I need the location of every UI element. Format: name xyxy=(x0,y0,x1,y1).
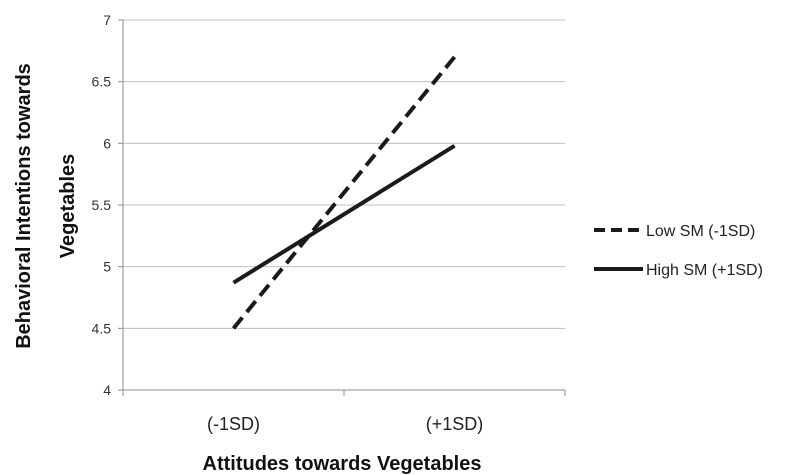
y-tick-labels: 4 4.5 5 5.5 6 6.5 7 xyxy=(92,12,112,398)
axes xyxy=(122,20,566,396)
y-tick-label-6: 7 xyxy=(103,12,111,28)
x-tick-label-0: (-1SD) xyxy=(207,414,260,434)
y-tick-label-3: 5.5 xyxy=(92,197,112,213)
x-axis-label: Attitudes towards Vegetables xyxy=(203,453,482,475)
y-axis-label-line-1: Behavioral Intentions towards xyxy=(13,63,35,349)
x-tick-labels: (-1SD) (+1SD) xyxy=(207,414,483,434)
legend: Low SM (-1SD) High SM (+1SD) xyxy=(594,223,763,279)
series-lines xyxy=(231,55,457,330)
legend-label-low-sm: Low SM (-1SD) xyxy=(646,223,755,240)
series-line-0 xyxy=(231,55,457,330)
y-axis-label: Behavioral Intentions towards Vegetables xyxy=(13,63,79,349)
gridlines xyxy=(118,19,565,391)
y-tick-label-5: 6.5 xyxy=(92,74,112,90)
legend-label-high-sm: High SM (+1SD) xyxy=(646,262,763,279)
y-tick-label-2: 5 xyxy=(103,259,111,275)
y-tick-label-1: 4.5 xyxy=(92,320,112,336)
y-axis-label-line-2: Vegetables xyxy=(57,154,79,259)
series-line-1 xyxy=(232,144,456,285)
y-tick-label-4: 6 xyxy=(103,135,111,151)
y-tick-label-0: 4 xyxy=(103,382,111,398)
x-tick-label-1: (+1SD) xyxy=(426,414,484,434)
